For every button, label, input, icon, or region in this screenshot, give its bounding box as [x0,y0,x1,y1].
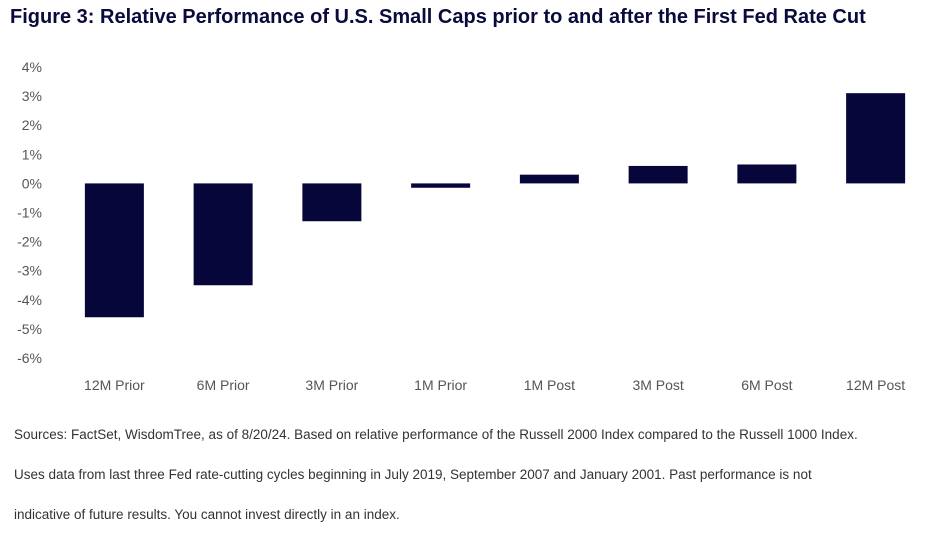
x-axis: 12M Prior 6M Prior 3M Prior 1M Prior 1M Post… [84,377,905,393]
x-tick-label: 6M Post [741,377,792,393]
y-tick-label: -3% [17,263,42,279]
x-tick-label: 12M Prior [84,377,145,393]
x-tick-label: 6M Prior [197,377,250,393]
x-tick-label: 3M Post [632,377,683,393]
bar-3m-prior [302,183,362,222]
chart-title: Figure 3: Relative Performance of U.S. S… [10,6,866,28]
bar-1m-prior [411,183,471,188]
x-tick-label: 3M Prior [305,377,358,393]
bars-group [84,93,906,318]
bar-chart: 4% 3% 2% 1% 0% -1% -2% -3% -4% -5% -6% 12M Prior 6M… [17,59,906,393]
y-tick-label: 4% [22,59,42,75]
bar-1m-post [519,174,579,184]
y-tick-label: 2% [22,117,42,133]
y-tick-label: -6% [17,350,42,366]
y-tick-label: -5% [17,321,42,337]
y-tick-label: 0% [22,175,42,191]
y-tick-label: -1% [17,205,42,221]
bar-6m-post [737,164,797,184]
y-tick-label: -2% [17,234,42,250]
y-tick-label: 1% [22,146,42,162]
bar-12m-prior [84,183,144,318]
x-tick-label: 12M Post [846,377,905,393]
bar-12m-post [846,93,906,184]
x-tick-label: 1M Prior [414,377,467,393]
bar-6m-prior [193,183,253,286]
source-note-line: Sources: FactSet, WisdomTree, as of 8/20… [14,427,858,442]
source-note-line: indicative of future results. You cannot… [14,507,400,522]
source-note-line: Uses data from last three Fed rate-cutti… [14,467,812,482]
x-tick-label: 1M Post [524,377,575,393]
source-notes: Sources: FactSet, WisdomTree, as of 8/20… [14,425,939,545]
y-tick-label: 3% [22,88,42,104]
bar-3m-post [628,165,688,184]
y-tick-label: -4% [17,292,42,308]
y-axis: 4% 3% 2% 1% 0% -1% -2% -3% -4% -5% -6% [17,59,42,366]
